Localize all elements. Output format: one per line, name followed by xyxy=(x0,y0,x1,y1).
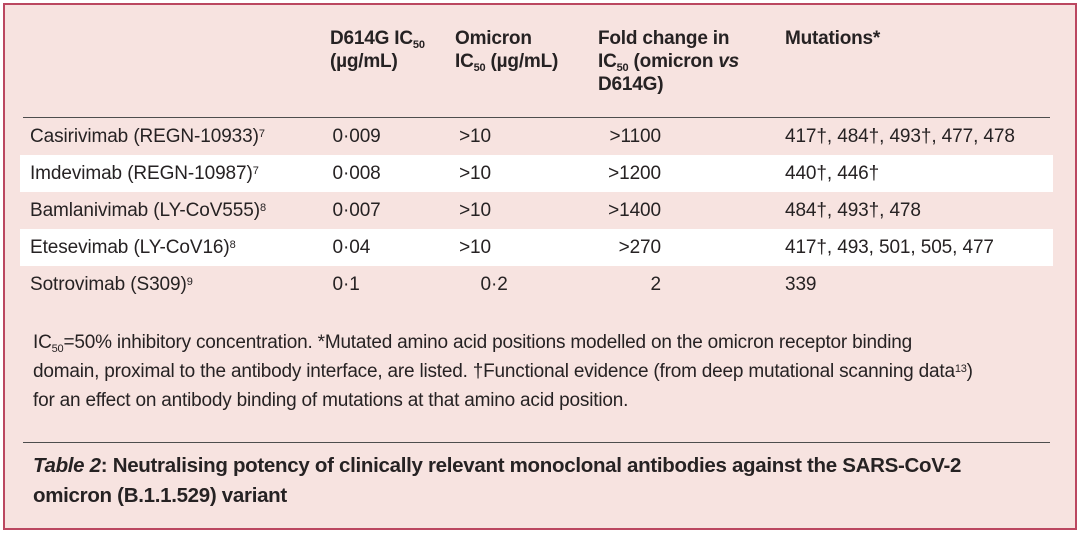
header-mutations: Mutations* xyxy=(785,28,881,49)
header-fold-change: Fold change in IC50 (omicron vs D614G) xyxy=(598,28,740,96)
numeric-value: >1200 xyxy=(608,162,661,184)
cell-mutations: 440†, 446† xyxy=(785,162,880,184)
numeric-value: >1100 xyxy=(609,125,662,147)
table-header-row: D614G IC50 (µg/mL) Omicron IC50 (µg/mL) … xyxy=(20,5,1053,117)
cell-omicron-ic50: 0·2 xyxy=(455,274,598,296)
cell-mutations: 339 xyxy=(785,273,817,295)
caption-rule xyxy=(23,442,1050,443)
table-caption: Table 2: Neutralising potency of clinica… xyxy=(33,454,962,507)
cell-mutations: 484†, 493†, 478 xyxy=(785,199,921,221)
cell-omicron-ic50: >10 xyxy=(455,126,598,148)
numeric-value: >1400 xyxy=(608,199,661,221)
cell-fold-change: >270 xyxy=(598,237,785,259)
cell-d614g-ic50: 0·04 xyxy=(330,237,455,259)
numeric-value: >270 xyxy=(618,236,662,258)
cell-d614g-ic50: 0·009 xyxy=(330,126,455,148)
table-row: Sotrovimab (S309)9 0·1 0·2 2 339 xyxy=(20,266,1053,303)
table-row: Casirivimab (REGN-10933)7 0·009 >10 >1100 41… xyxy=(20,118,1053,155)
cell-omicron-ic50: >10 xyxy=(455,237,598,259)
numeric-value: 0·04 xyxy=(332,236,371,258)
numeric-value: >10 xyxy=(459,125,491,147)
header-d614g-ic50: D614G IC50 (µg/mL) xyxy=(330,28,425,73)
cell-antibody-name: Bamlanivimab (LY-CoV555)8 xyxy=(30,199,266,221)
table-footnote: IC50=50% inhibitory concentration. *Muta… xyxy=(33,332,973,411)
numeric-value: >10 xyxy=(459,236,491,258)
cell-antibody-name: Etesevimab (LY-CoV16)8 xyxy=(30,236,236,258)
cell-antibody-name: Casirivimab (REGN-10933)7 xyxy=(30,125,265,147)
cell-mutations: 417†, 484†, 493†, 477, 478 xyxy=(785,125,1015,147)
cell-d614g-ic50: 0·008 xyxy=(330,163,455,185)
cell-fold-change: >1400 xyxy=(598,200,785,222)
cell-antibody-name: Sotrovimab (S309)9 xyxy=(30,273,193,295)
cell-antibody-name: Imdevimab (REGN-10987)7 xyxy=(30,162,259,184)
cell-fold-change: 2 xyxy=(598,274,785,296)
cell-d614g-ic50: 0·007 xyxy=(330,200,455,222)
numeric-value: 0·1 xyxy=(332,273,360,295)
cell-fold-change: >1100 xyxy=(598,126,785,148)
numeric-value: 0·009 xyxy=(332,125,381,147)
table-body: Casirivimab (REGN-10933)7 0·009 >10 >1100 41… xyxy=(20,118,1053,303)
table-content: D614G IC50 (µg/mL) Omicron IC50 (µg/mL) … xyxy=(20,5,1053,528)
table-row: Etesevimab (LY-CoV16)8 0·04 >10 >270 417†, 4… xyxy=(20,229,1053,266)
numeric-value: 0·007 xyxy=(332,199,381,221)
table-row: Imdevimab (REGN-10987)7 0·008 >10 >1200 440†… xyxy=(20,155,1053,192)
table-row: Bamlanivimab (LY-CoV555)8 0·007 >10 >1400 48… xyxy=(20,192,1053,229)
cell-mutations: 417†, 493, 501, 505, 477 xyxy=(785,236,994,258)
numeric-value: 0·008 xyxy=(332,162,381,184)
table-frame: D614G IC50 (µg/mL) Omicron IC50 (µg/mL) … xyxy=(3,3,1077,530)
cell-omicron-ic50: >10 xyxy=(455,200,598,222)
cell-omicron-ic50: >10 xyxy=(455,163,598,185)
numeric-value: >10 xyxy=(459,162,491,184)
header-rule xyxy=(23,117,1050,118)
numeric-value: 0·2 xyxy=(480,273,508,295)
header-omicron-ic50: Omicron IC50 (µg/mL) xyxy=(455,28,559,74)
numeric-value: 2 xyxy=(650,273,662,295)
cell-d614g-ic50: 0·1 xyxy=(330,274,455,296)
cell-fold-change: >1200 xyxy=(598,163,785,185)
numeric-value: >10 xyxy=(459,199,491,221)
